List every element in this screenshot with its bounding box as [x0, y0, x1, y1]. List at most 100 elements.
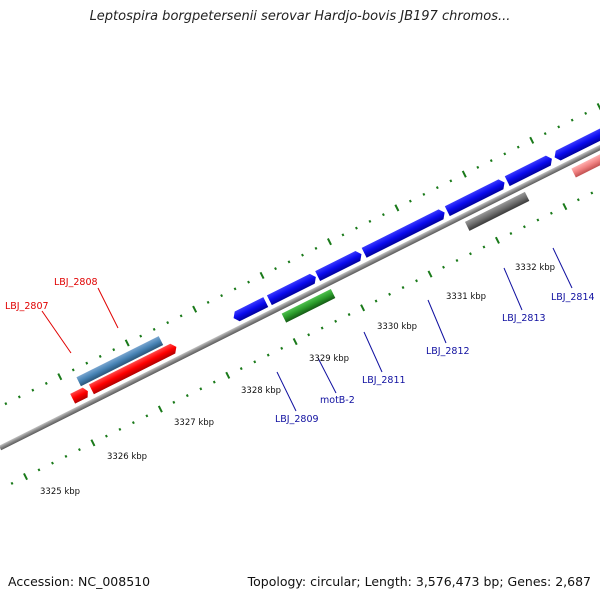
minor-tick: [469, 252, 472, 256]
accession-text: Accession: NC_008510: [8, 574, 151, 589]
major-tick: [23, 473, 28, 481]
minor-tick: [455, 259, 459, 263]
map-title: Leptospira borgpetersenii serovar Hardjo…: [89, 9, 511, 24]
scale-label: 3330 kbp: [377, 322, 417, 332]
gene-label-lbj-2812[interactable]: LBJ_2812: [426, 346, 470, 357]
label-leader-lines: [41, 247, 573, 412]
minor-tick: [10, 481, 14, 485]
minor-tick: [347, 313, 351, 317]
gene-label-lbj-2807[interactable]: LBJ_2807: [5, 301, 49, 312]
minor-tick: [131, 421, 135, 425]
minor-tick: [355, 226, 358, 230]
major-tick: [360, 304, 366, 312]
minor-tick: [476, 165, 480, 169]
minor-tick: [31, 388, 35, 392]
minor-tick: [17, 395, 21, 399]
minor-tick: [341, 233, 345, 237]
minor-tick: [199, 387, 203, 391]
minor-tick: [104, 434, 108, 438]
minor-tick: [442, 265, 445, 269]
minor-tick: [374, 299, 378, 303]
minor-tick: [51, 461, 54, 465]
gene-lbj-2813-product-feature[interactable]: [464, 191, 530, 231]
major-tick: [124, 339, 130, 347]
minor-tick: [233, 287, 237, 291]
major-tick: [394, 204, 400, 212]
gene-lbj-2808-feature[interactable]: [76, 336, 164, 387]
gene-label-lbj-2808[interactable]: LBJ_2808: [54, 277, 98, 288]
minor-tick: [247, 280, 250, 284]
genome-backbone: [0, 105, 600, 451]
minor-tick: [381, 213, 385, 217]
scale-label: 3325 kbp: [40, 487, 80, 497]
minor-tick: [239, 367, 243, 371]
gene-lbj-2814-feature[interactable]: [552, 128, 600, 162]
scale-label: 3326 kbp: [107, 452, 147, 462]
scale-label: 3329 kbp: [309, 354, 349, 364]
scale-label: 3327 kbp: [174, 418, 214, 428]
minor-tick: [536, 218, 540, 222]
minor-tick: [509, 232, 513, 236]
minor-tick: [112, 348, 116, 352]
gene-lbj-2807-feature[interactable]: [70, 342, 179, 404]
major-tick: [292, 337, 298, 346]
gene-lbj-2811-feature[interactable]: [266, 272, 318, 306]
minor-tick: [401, 286, 405, 290]
gene-label-lbj-2809[interactable]: LBJ_2809: [275, 414, 319, 425]
minor-tick: [212, 380, 216, 384]
minor-tick: [274, 267, 277, 271]
major-tick: [90, 439, 96, 447]
major-tick: [327, 238, 332, 246]
minor-tick: [185, 394, 189, 398]
lower-tick-track: [10, 191, 594, 485]
scale-label: 3332 kbp: [515, 263, 555, 273]
minor-tick: [557, 125, 561, 129]
gene-label-motb-2[interactable]: motB-2: [320, 395, 355, 406]
gene-lbj-2809-feature[interactable]: [231, 297, 269, 323]
minor-tick: [179, 314, 183, 318]
minor-tick: [549, 211, 553, 215]
major-tick: [529, 136, 535, 144]
gene-lbj-2813-feature[interactable]: [444, 154, 555, 217]
major-tick: [461, 170, 467, 178]
minor-tick: [287, 260, 291, 264]
minor-tick: [415, 279, 418, 283]
minor-tick: [220, 294, 224, 298]
gene-label-lbj-2811[interactable]: LBJ_2811: [362, 375, 406, 386]
minor-tick: [590, 191, 594, 195]
minor-tick: [206, 300, 210, 304]
minor-tick: [489, 159, 493, 163]
genome-summary-text: Topology: circular; Length: 3,576,473 bp…: [247, 574, 591, 589]
gene-labels: LBJ_2807 LBJ_2808 LBJ_2809 motB-2 LBJ_28…: [5, 277, 595, 425]
gene-motb-2-feature[interactable]: [281, 289, 336, 323]
minor-tick: [71, 368, 75, 372]
major-tick: [494, 236, 500, 244]
gene-lbj-2812-feature[interactable]: [315, 208, 447, 281]
minor-tick: [503, 152, 507, 156]
scale-label: 3328 kbp: [241, 386, 281, 396]
minor-tick: [172, 400, 176, 404]
minor-tick: [145, 414, 149, 418]
minor-tick: [449, 179, 453, 183]
major-tick: [596, 103, 600, 111]
minor-tick: [408, 199, 412, 203]
gene-label-lbj-2813[interactable]: LBJ_2813: [502, 313, 546, 324]
upper-tick-track: [4, 103, 600, 406]
minor-tick: [85, 361, 89, 365]
minor-tick: [482, 245, 486, 249]
major-tick: [225, 371, 231, 379]
minor-tick: [522, 225, 526, 229]
minor-tick: [320, 326, 324, 330]
major-tick: [259, 271, 265, 279]
major-tick: [562, 202, 568, 211]
minor-tick: [266, 353, 270, 357]
minor-tick: [64, 454, 68, 458]
minor-tick: [37, 468, 41, 472]
major-tick: [427, 270, 433, 278]
minor-tick: [166, 321, 170, 325]
gene-pink-feature[interactable]: [571, 146, 600, 178]
gene-label-lbj-2814[interactable]: LBJ_2814: [551, 292, 595, 303]
minor-tick: [118, 427, 122, 431]
minor-tick: [152, 327, 156, 331]
